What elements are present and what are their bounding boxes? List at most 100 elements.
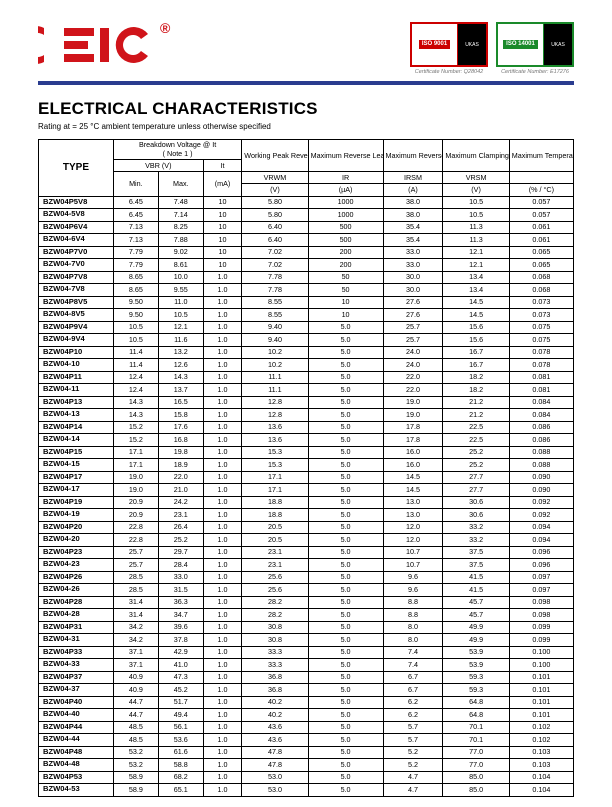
cell-value: 7.4 [383,659,443,672]
table-row: BZW04-1415.216.81.013.65.017.822.50.086 [39,434,574,447]
cell-value: 1.0 [203,371,242,384]
table-row: BZW04P8V59.5011.01.08.551027.614.50.073 [39,296,574,309]
cell-type: BZW04P13 [39,396,114,409]
cell-value: 17.1 [113,459,158,472]
table-row: BZW04P7V07.799.02107.0220033.012.10.065 [39,246,574,259]
cell-type: BZW04-14 [39,434,114,447]
table-row: BZW04-1517.118.91.015.35.016.025.20.088 [39,459,574,472]
col-mrl-unit: (µA) [308,184,383,196]
cell-value: 5.0 [308,459,383,472]
cell-value: 12.0 [383,534,443,547]
cert-caption: Certificate Number: Q28042 [410,69,488,75]
spec-table: TYPE Breakdown Voltage @ It ( Note 1 ) W… [38,139,574,797]
col-mrl-group: Maximum Reverse Leakage @ VRWM [308,140,383,172]
cell-value: 37.5 [443,546,509,559]
cell-value: 0.088 [509,459,573,472]
cell-value: 0.096 [509,559,573,572]
cell-value: 0.098 [509,596,573,609]
cell-value: 29.7 [158,546,203,559]
cell-value: 30.0 [383,271,443,284]
cell-value: 1.0 [203,534,242,547]
cell-value: 22.5 [443,421,509,434]
cell-value: 5.0 [308,721,383,734]
cell-value: 19.0 [383,396,443,409]
cell-value: 8.25 [158,221,203,234]
cell-value: 18.8 [242,496,308,509]
cell-value: 6.7 [383,684,443,697]
cell-value: 5.7 [383,721,443,734]
cell-type: BZW04P10 [39,346,114,359]
cert-iso-label: ISO 9001 [419,40,450,49]
cell-value: 0.101 [509,671,573,684]
cell-value: 1.0 [203,734,242,747]
cell-value: 48.5 [113,734,158,747]
table-row: BZW04-5V86.457.14105.80100038.010.50.057 [39,209,574,222]
col-min: Min. [113,172,158,196]
cell-type: BZW04-33 [39,659,114,672]
cell-value: 500 [308,234,383,247]
cell-value: 10 [203,196,242,209]
cell-value: 11.6 [158,334,203,347]
cell-value: 9.40 [242,334,308,347]
cell-value: 1.0 [203,321,242,334]
table-row: BZW04-1920.923.11.018.85.013.030.60.092 [39,509,574,522]
cell-value: 6.2 [383,709,443,722]
cell-type: BZW04P14 [39,421,114,434]
cell-value: 36.8 [242,684,308,697]
cell-value: 25.7 [113,559,158,572]
cell-value: 19.0 [113,471,158,484]
cell-value: 5.0 [308,509,383,522]
cell-value: 1.0 [203,309,242,322]
cell-value: 47.3 [158,671,203,684]
cell-value: 13.7 [158,384,203,397]
cell-value: 27.6 [383,309,443,322]
cell-value: 9.02 [158,246,203,259]
cell-value: 24.0 [383,359,443,372]
cell-value: 4.7 [383,771,443,784]
table-row: BZW04-4448.553.61.043.65.05.770.10.102 [39,734,574,747]
cell-value: 21.2 [443,409,509,422]
cert-iso-label: ISO 14001 [503,40,538,49]
cell-type: BZW04P5V8 [39,196,114,209]
cell-value: 85.0 [443,784,509,797]
cell-value: 0.097 [509,584,573,597]
cell-value: 1.0 [203,296,242,309]
cell-value: 33.3 [242,659,308,672]
cell-value: 1.0 [203,671,242,684]
cell-value: 40.2 [242,709,308,722]
cell-value: 53.2 [113,746,158,759]
cell-value: 21.0 [158,484,203,497]
cell-type: BZW04P44 [39,721,114,734]
cell-value: 16.0 [383,446,443,459]
table-row: BZW04P4448.556.11.043.65.05.770.10.102 [39,721,574,734]
cell-value: 1.0 [203,609,242,622]
col-mcv-unit: (V) [443,184,509,196]
cell-value: 0.073 [509,296,573,309]
cell-value: 30.6 [443,509,509,522]
cell-value: 33.2 [443,534,509,547]
cell-value: 5.0 [308,646,383,659]
cell-value: 1.0 [203,771,242,784]
table-row: BZW04P4044.751.71.040.25.06.264.80.101 [39,696,574,709]
cell-value: 22.8 [113,534,158,547]
cell-value: 17.1 [242,484,308,497]
cell-value: 5.0 [308,359,383,372]
cell-value: 17.6 [158,421,203,434]
cell-value: 11.3 [443,221,509,234]
cell-value: 59.3 [443,671,509,684]
cell-value: 0.073 [509,309,573,322]
cell-value: 14.3 [113,396,158,409]
cell-value: 12.0 [383,521,443,534]
cell-value: 27.7 [443,471,509,484]
cell-type: BZW04-5V8 [39,209,114,222]
cell-value: 56.1 [158,721,203,734]
cell-value: 11.1 [242,384,308,397]
cell-value: 25.6 [242,584,308,597]
cell-value: 1.0 [203,334,242,347]
cell-value: 0.075 [509,321,573,334]
cell-value: 5.0 [308,659,383,672]
table-row: BZW04-7V88.659.551.07.785030.013.40.068 [39,284,574,297]
cell-value: 0.100 [509,659,573,672]
cell-value: 0.061 [509,221,573,234]
cell-value: 12.1 [158,321,203,334]
